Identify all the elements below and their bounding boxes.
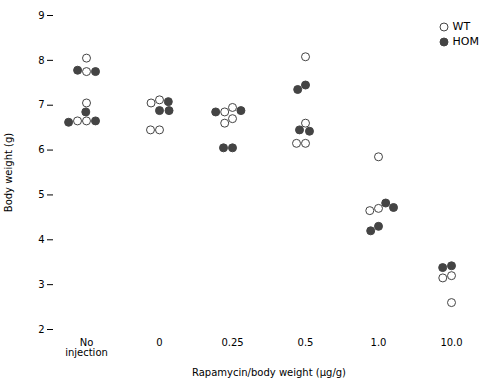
svg-text:5: 5 [38, 189, 44, 200]
svg-text:2: 2 [38, 324, 44, 335]
svg-text:Rapamycin/body weight (μg/g): Rapamycin/body weight (μg/g) [192, 367, 346, 378]
svg-text:4: 4 [38, 234, 44, 245]
svg-text:9: 9 [38, 10, 44, 21]
svg-text:Noinjection: Noinjection [65, 337, 108, 358]
svg-text:8: 8 [38, 55, 44, 66]
html-text:HOM: HOM [452, 35, 479, 48]
svg-text:Body weight (g): Body weight (g) [3, 133, 14, 213]
svg-text:0: 0 [156, 337, 162, 348]
svg-text:6: 6 [38, 144, 44, 155]
svg-text:1.0: 1.0 [371, 337, 387, 348]
svg-text:0.25: 0.25 [221, 337, 243, 348]
svg-text:10.0: 10.0 [440, 337, 462, 348]
svg-text:0.5: 0.5 [298, 337, 314, 348]
svg-text:3: 3 [38, 279, 44, 290]
html-text:WT: WT [452, 20, 471, 33]
svg-text:7: 7 [38, 99, 44, 110]
